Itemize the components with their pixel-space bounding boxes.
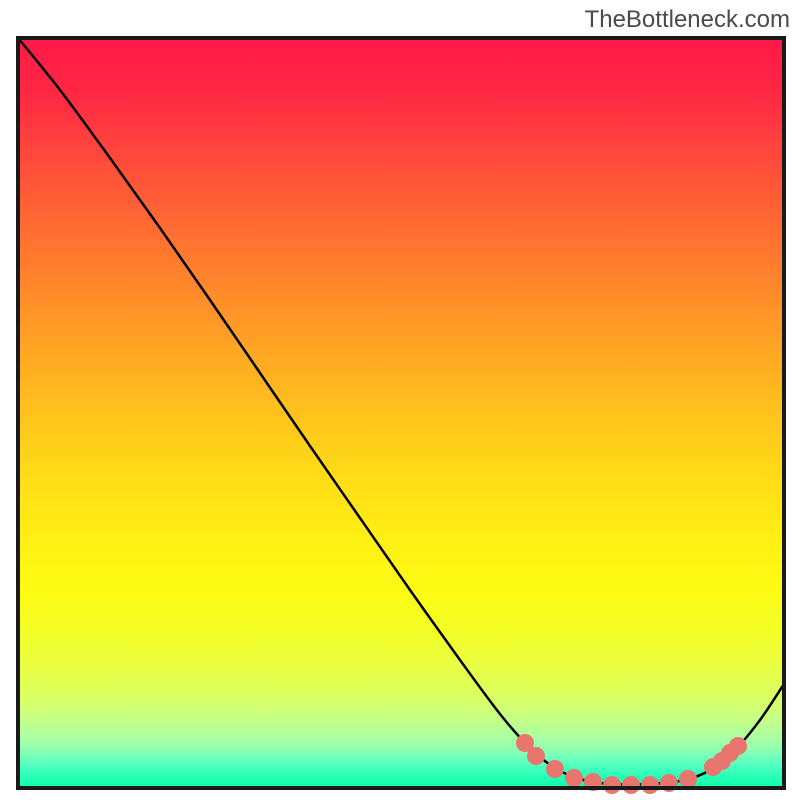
data-marker: [527, 747, 545, 765]
data-marker: [641, 776, 659, 794]
data-marker: [603, 776, 621, 794]
data-marker: [622, 776, 640, 794]
chart-svg: [0, 0, 800, 800]
watermark-text: TheBottleneck.com: [585, 6, 790, 34]
data-marker: [565, 769, 583, 787]
data-marker: [546, 760, 564, 778]
bottleneck-chart: TheBottleneck.com: [0, 0, 800, 800]
data-marker: [729, 737, 747, 755]
data-marker: [679, 770, 697, 788]
